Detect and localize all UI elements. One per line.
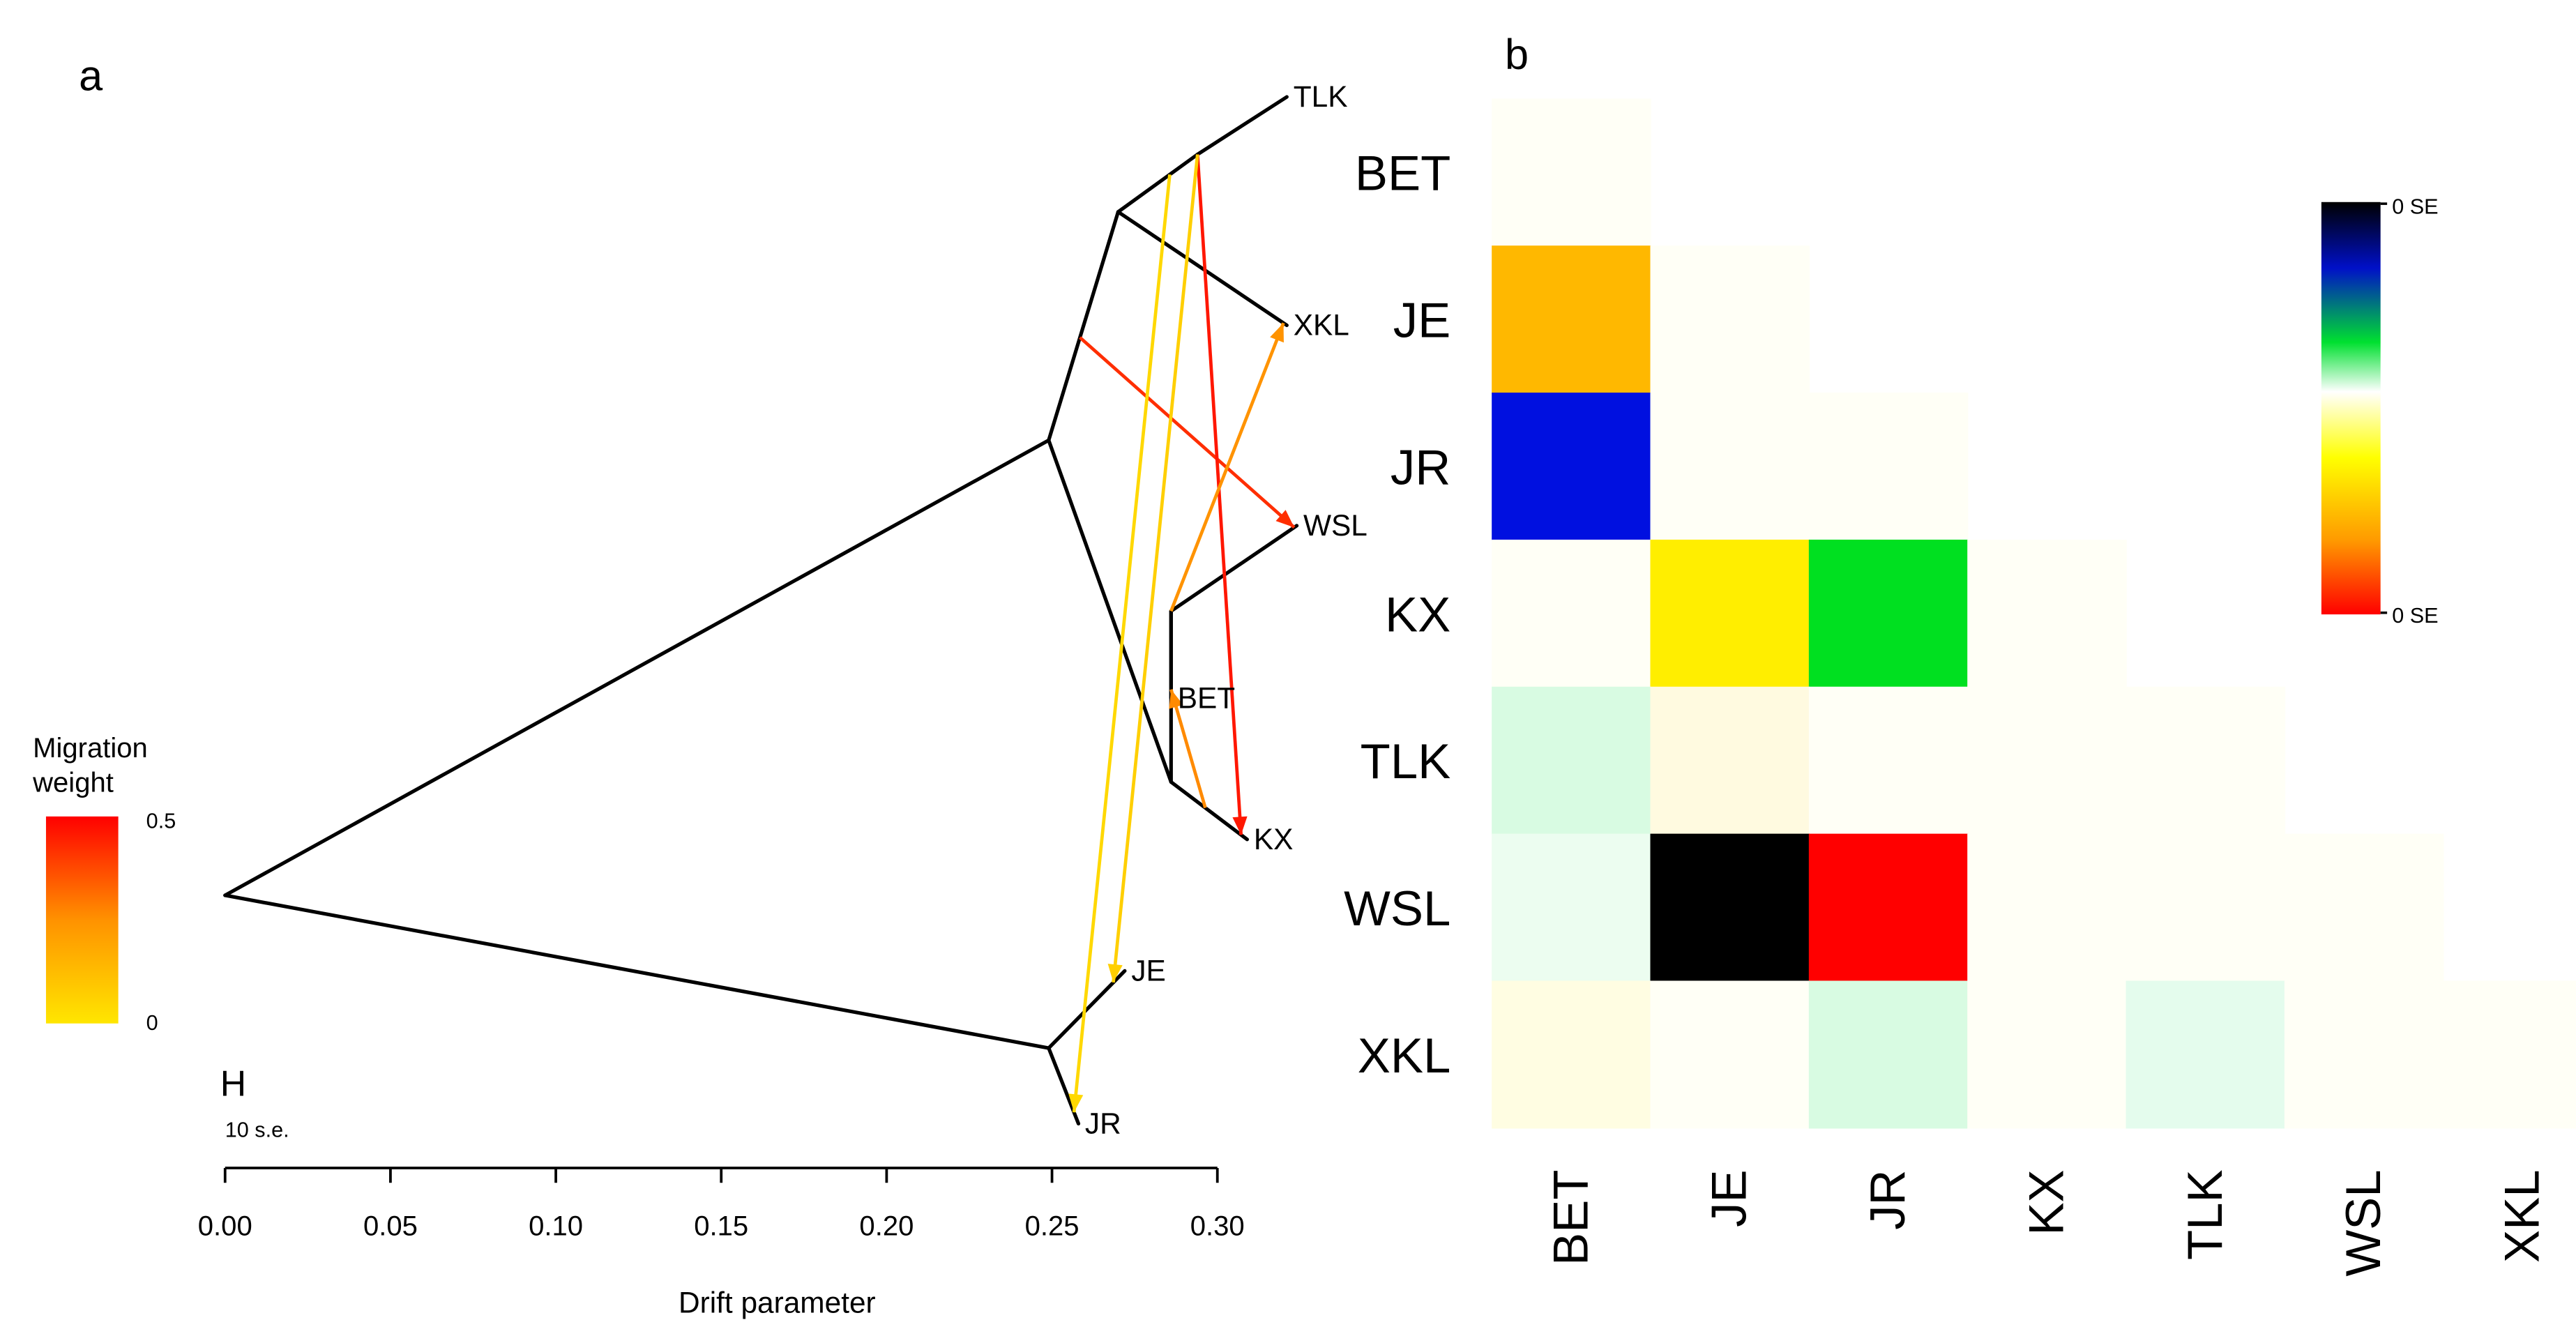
heat-cell-XKL-KX: [1967, 980, 2127, 1129]
col-label-JE: JE: [1702, 1169, 1757, 1227]
heat-cell-WSL-BET: [1492, 833, 1651, 982]
heatmap-cells: [1492, 98, 2576, 1129]
x-tick-label: 0.00: [198, 1211, 252, 1242]
heatmap-row-labels: BET JE JR KX TLK WSL XKL: [1344, 146, 1450, 1083]
row-label-XKL: XKL: [1358, 1028, 1451, 1083]
col-label-BET: BET: [1543, 1169, 1598, 1265]
tree-branch-n5-WSL: [1169, 524, 1299, 613]
migration-arrow-BET: [1169, 689, 1207, 809]
tree-branch-n4-KX: [1169, 780, 1250, 842]
heatmap-col-labels: BET JE JR KX TLK WSL XKL: [1543, 1169, 2549, 1276]
heat-cell-TLK-TLK: [2126, 686, 2286, 835]
heat-cell-WSL-JE: [1650, 833, 1810, 982]
row-label-JE: JE: [1393, 293, 1450, 348]
x-tick-label: 0.05: [363, 1211, 418, 1242]
heat-cell-TLK-JR: [1808, 686, 1969, 835]
heat-cell-XKL-JR: [1808, 980, 1969, 1129]
tree-branch-n2-XKL: [1116, 210, 1289, 328]
heat-cell-XKL-XKL: [2443, 980, 2576, 1129]
scale-bar-glyph: H: [220, 1063, 246, 1103]
tree-branch-n2-n3: [1116, 152, 1199, 214]
row-label-TLK: TLK: [1361, 734, 1451, 789]
tip-label-BET: BET: [1178, 681, 1235, 714]
x-tick-label: 0.25: [1025, 1211, 1079, 1242]
heat-cell-JR-JR: [1808, 393, 1969, 541]
legend-min-label: 0: [146, 1011, 158, 1035]
tree-branch-n6-JE: [1047, 969, 1127, 1050]
tip-label-XKL: XKL: [1294, 309, 1349, 342]
migration-weight-legend: Migration weight 0.5 0: [32, 733, 176, 1035]
col-label-TLK: TLK: [2177, 1169, 2232, 1260]
row-label-JR: JR: [1391, 439, 1450, 494]
tip-label-JR: JR: [1085, 1107, 1121, 1140]
legend-title-line1: Migration: [33, 733, 148, 764]
heat-cell-JE-JE: [1650, 245, 1810, 394]
col-label-WSL: WSL: [2335, 1169, 2391, 1276]
tree-branch-n3-TLK: [1195, 95, 1289, 157]
heat-cell-KX-KX: [1967, 539, 2127, 688]
heat-cell-TLK-KX: [1967, 686, 2127, 835]
x-tick-label: 0.10: [529, 1211, 583, 1242]
heat-cell-KX-JE: [1650, 539, 1810, 688]
tree-branch-n1-n4: [1047, 438, 1173, 784]
row-label-WSL: WSL: [1344, 881, 1450, 936]
heat-cell-TLK-JE: [1650, 686, 1810, 835]
heat-cell-WSL-TLK: [2126, 833, 2286, 982]
panel-a-label: a: [79, 52, 103, 100]
tip-label-WSL: WSL: [1303, 509, 1367, 542]
legend-title-line2: weight: [32, 768, 114, 798]
tree-branch-root-n1: [223, 438, 1051, 897]
heat-cell-XKL-BET: [1492, 980, 1651, 1129]
heat-cell-TLK-BET: [1492, 686, 1651, 835]
scale-bar: H 10 s.e.: [220, 1063, 289, 1141]
migration-arrow-XKL: [1169, 322, 1285, 612]
heat-cell-KX-JR: [1808, 539, 1969, 688]
tip-label-JE: JE: [1131, 954, 1165, 987]
x-tick-label: 0.15: [694, 1211, 748, 1242]
tree-branch-n1-n2: [1047, 210, 1121, 442]
heat-cell-JE-BET: [1492, 245, 1651, 394]
legend-max-label: 0.5: [146, 809, 176, 833]
tip-label-KX: KX: [1254, 823, 1294, 856]
migration-arrow-KX: [1195, 154, 1248, 835]
col-label-JR: JR: [1860, 1169, 1915, 1229]
heat-cell-JR-BET: [1492, 393, 1651, 541]
se-colorbar-bottom-label: 0 SE: [2392, 604, 2438, 628]
se-colorbar-gradient: [2321, 202, 2381, 615]
se-colorbar-top-label: 0 SE: [2392, 195, 2438, 218]
migration-arrows: [1068, 154, 1296, 1113]
heat-cell-WSL-JR: [1808, 833, 1969, 982]
scale-bar-label: 10 s.e.: [225, 1118, 289, 1141]
heat-cell-XKL-TLK: [2126, 980, 2286, 1129]
heat-cell-JR-JE: [1650, 393, 1810, 541]
panel-a-tree: a TLK XKL WSL KX BET JE JR Migration weight 0.…: [32, 52, 1367, 1319]
col-label-XKL: XKL: [2494, 1169, 2549, 1263]
col-label-KX: KX: [2018, 1169, 2073, 1235]
heat-cell-BET-BET: [1492, 98, 1651, 247]
tip-label-TLK: TLK: [1294, 80, 1348, 113]
se-colorbar: 0 SE 0 SE: [2321, 195, 2439, 628]
x-tick-label: 0.30: [1190, 1211, 1245, 1242]
tree-branch-root-n6: [223, 893, 1051, 1050]
panel-b-label: b: [1505, 31, 1529, 78]
x-tick-label: 0.20: [859, 1211, 914, 1242]
heat-cell-KX-BET: [1492, 539, 1651, 688]
x-axis-title: Drift parameter: [679, 1286, 876, 1319]
heat-cell-WSL-KX: [1967, 833, 2127, 982]
tree-edges: [223, 95, 1299, 1126]
row-label-KX: KX: [1385, 586, 1450, 642]
legend-gradient-bar: [45, 816, 119, 1024]
migration-arrow-JE: [1107, 154, 1199, 983]
heat-cell-WSL-WSL: [2284, 833, 2444, 982]
x-axis: 0.00 0.05 0.10 0.15 0.20 0.25 0.30: [198, 1167, 1245, 1242]
tip-labels: TLK XKL WSL KX BET JE JR: [1085, 80, 1367, 1139]
row-label-BET: BET: [1355, 146, 1450, 201]
heat-cell-XKL-WSL: [2284, 980, 2444, 1129]
migration-arrow-WSL: [1079, 336, 1296, 529]
heat-cell-XKL-JE: [1650, 980, 1810, 1129]
migration-arrow-JR: [1068, 174, 1172, 1113]
